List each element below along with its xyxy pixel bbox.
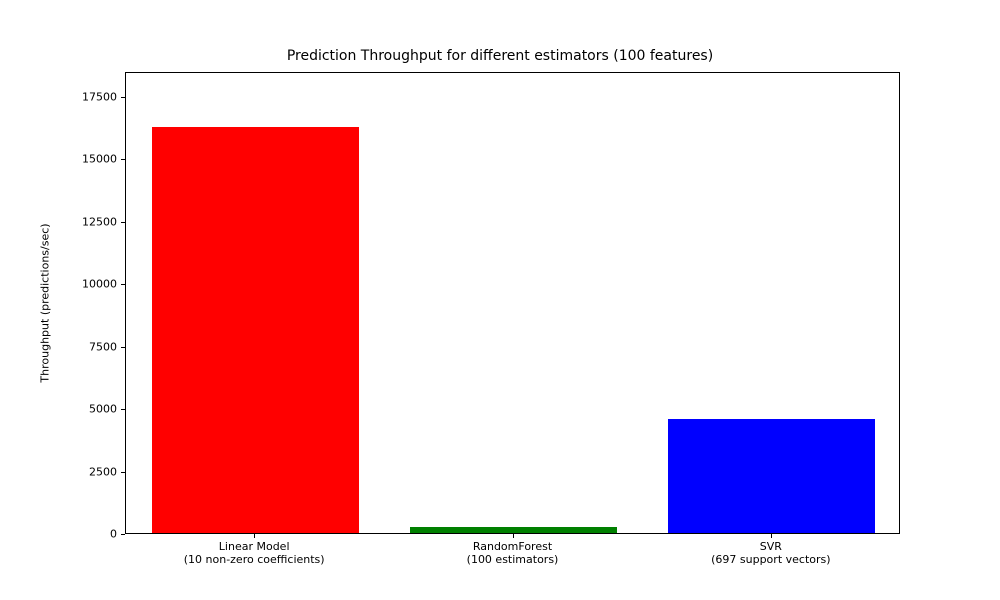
ytick-mark <box>121 159 125 160</box>
bar <box>410 527 617 533</box>
xtick-label-line1: RandomForest <box>467 540 559 553</box>
ytick-label: 5000 <box>89 403 117 416</box>
xtick-label: SVR(697 support vectors) <box>711 540 830 566</box>
bar <box>668 419 875 533</box>
xtick-mark <box>513 534 514 538</box>
ytick-label: 2500 <box>89 465 117 478</box>
ytick-mark <box>121 534 125 535</box>
xtick-label-line1: Linear Model <box>184 540 325 553</box>
ytick-label: 17500 <box>82 90 117 103</box>
ytick-label: 15000 <box>82 153 117 166</box>
xtick-mark <box>254 534 255 538</box>
xtick-label-line2: (10 non-zero coefficients) <box>184 553 325 566</box>
ytick-label: 0 <box>110 528 117 541</box>
xtick-label-line2: (697 support vectors) <box>711 553 830 566</box>
xtick-label: RandomForest(100 estimators) <box>467 540 559 566</box>
xtick-mark <box>771 534 772 538</box>
ytick-mark <box>121 347 125 348</box>
xtick-label: Linear Model(10 non-zero coefficients) <box>184 540 325 566</box>
ytick-mark <box>121 409 125 410</box>
chart-title: Prediction Throughput for different esti… <box>0 48 1000 64</box>
y-axis-label: Throughput (predictions/sec) <box>39 223 52 382</box>
ytick-mark <box>121 284 125 285</box>
ytick-mark <box>121 472 125 473</box>
bar <box>152 127 359 533</box>
ytick-label: 7500 <box>89 340 117 353</box>
plot-area <box>125 72 900 534</box>
ytick-mark <box>121 222 125 223</box>
xtick-label-line1: SVR <box>711 540 830 553</box>
ytick-mark <box>121 97 125 98</box>
figure: Prediction Throughput for different esti… <box>0 0 1000 600</box>
ytick-label: 10000 <box>82 278 117 291</box>
ytick-label: 12500 <box>82 215 117 228</box>
xtick-label-line2: (100 estimators) <box>467 553 559 566</box>
